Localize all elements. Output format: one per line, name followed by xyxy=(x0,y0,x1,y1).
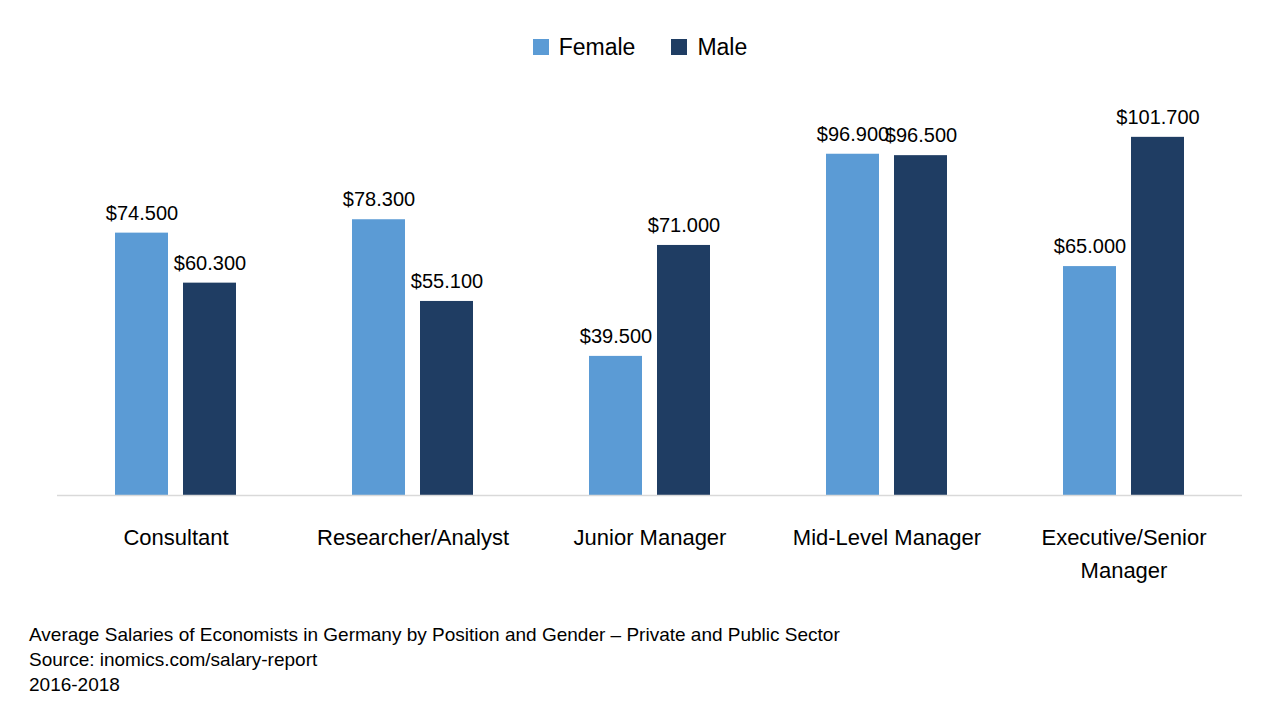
svg-text:$71.000: $71.000 xyxy=(648,214,720,236)
html-text:Female: Female xyxy=(558,34,636,60)
svg-text:$39.500: $39.500 xyxy=(580,325,652,347)
svg-text:$101.700: $101.700 xyxy=(1116,106,1199,128)
svg-text:Consultant: Consultant xyxy=(123,525,228,550)
svg-text:Researcher/Analyst: Researcher/Analyst xyxy=(317,525,509,550)
svg-text:$65.000: $65.000 xyxy=(1054,235,1126,257)
html-text:2016-2018: 2016-2018 xyxy=(29,674,120,695)
svg-text:$96.900: $96.900 xyxy=(817,123,889,145)
html-text:Source: inomics.com/salary-rep: Source: inomics.com/salary-report xyxy=(29,649,318,670)
svg-text:Mid-Level Manager: Mid-Level Manager xyxy=(793,525,981,550)
svg-text:$55.100: $55.100 xyxy=(411,270,483,292)
svg-text:$96.500: $96.500 xyxy=(885,124,957,146)
svg-text:$78.300: $78.300 xyxy=(343,188,415,210)
svg-text:Junior Manager: Junior Manager xyxy=(574,525,727,550)
html-text:Male: Male xyxy=(697,34,748,60)
svg-text:$60.300: $60.300 xyxy=(174,252,246,274)
svg-text:Executive/SeniorManager: Executive/SeniorManager xyxy=(1041,525,1206,583)
html-text:Average Salaries of Economists: Average Salaries of Economists in German… xyxy=(29,624,840,645)
svg-text:$74.500: $74.500 xyxy=(106,202,178,224)
